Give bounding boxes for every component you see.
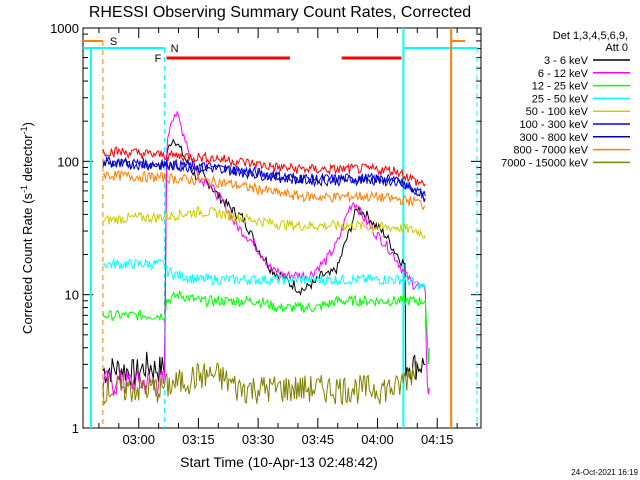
- y-axis-label-superscript: -1: [19, 185, 29, 193]
- series-line-7: [102, 169, 426, 211]
- legend-label: 100 - 300 keV: [520, 119, 589, 131]
- legend-label: 6 - 12 keV: [538, 68, 589, 80]
- series-line-3: [102, 257, 426, 291]
- x-tick-label: 04:15: [421, 432, 454, 447]
- y-axis-label-part: detector: [20, 134, 35, 185]
- x-tick-label: 03:15: [182, 432, 215, 447]
- x-axis-label: Start Time (10-Apr-13 02:48:42): [180, 454, 378, 470]
- legend-label: 800 - 7000 keV: [513, 145, 588, 157]
- legend-label: 3 - 6 keV: [544, 55, 589, 67]
- y-axis-label-part: ): [20, 122, 35, 126]
- chart-title: RHESSI Observing Summary Count Rates, Co…: [89, 4, 471, 21]
- saa-label: S: [110, 36, 117, 48]
- y-tick-label: 10: [65, 288, 79, 303]
- x-tick-label: 03:45: [302, 432, 335, 447]
- legend-label: 12 - 25 keV: [532, 81, 589, 93]
- series-line-4: [102, 205, 426, 239]
- legend-header-2: Att 0: [605, 42, 628, 54]
- footer-date: 24-Oct-2021 16:19: [571, 468, 638, 477]
- x-tick-label: 03:30: [242, 432, 275, 447]
- series-line-1: [102, 110, 430, 398]
- series-line-9: [102, 146, 426, 187]
- legend-label: 50 - 100 keV: [526, 106, 589, 118]
- series-line-2: [102, 290, 430, 365]
- night-label: N: [171, 43, 179, 55]
- plot-frame: [82, 27, 482, 429]
- y-tick-label: 1: [72, 421, 79, 436]
- legend-label: 300 - 800 keV: [520, 132, 589, 144]
- y-axis-label: Corrected Count Rate (s-1 detector-1): [19, 122, 35, 334]
- legend-label: 25 - 50 keV: [532, 93, 589, 105]
- y-axis-label-superscript: -1: [19, 126, 29, 134]
- y-tick-label: 1000: [50, 21, 79, 36]
- x-tick-label: 04:00: [361, 432, 394, 447]
- x-tick-label: 03:00: [122, 432, 155, 447]
- y-axis-label-part: Corrected Count Rate (s: [20, 193, 35, 334]
- legend-label: 7000 - 15000 keV: [501, 157, 589, 169]
- series-line-8: [102, 360, 418, 406]
- y-tick-label: 100: [57, 154, 79, 169]
- legend-header-1: Det 1,3,4,5,6,9,: [553, 30, 628, 42]
- flare-label: F: [155, 53, 162, 65]
- series-line-6: [102, 158, 426, 202]
